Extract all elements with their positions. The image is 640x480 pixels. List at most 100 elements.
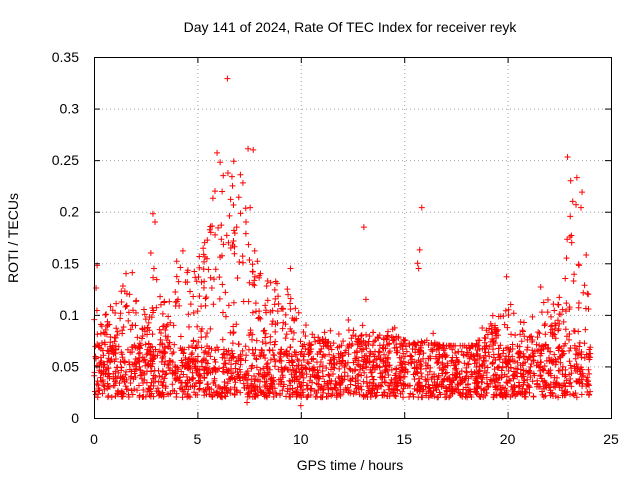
roti-point [434, 360, 441, 367]
roti-point [374, 334, 381, 341]
roti-point [94, 331, 101, 338]
roti-point [107, 334, 114, 341]
roti-point [270, 374, 277, 381]
roti-point [219, 394, 226, 401]
roti-point [370, 329, 377, 336]
roti-point [490, 391, 497, 398]
roti-point [489, 361, 496, 368]
roti-point [161, 361, 168, 368]
roti-point [423, 337, 430, 344]
roti-point [430, 330, 437, 337]
roti-point [306, 377, 313, 384]
roti-point [123, 376, 130, 383]
roti-point [537, 367, 544, 374]
roti-point [252, 300, 259, 307]
roti-point [291, 316, 298, 323]
roti-point [193, 278, 200, 285]
roti-point [263, 393, 270, 400]
roti-point [450, 359, 457, 366]
roti-point [240, 380, 247, 387]
roti-point [96, 344, 103, 351]
roti-point [537, 359, 544, 366]
roti-point [141, 328, 148, 335]
roti-point [125, 317, 132, 324]
roti-point [439, 379, 446, 386]
roti-point [407, 352, 414, 359]
roti-point [578, 391, 585, 398]
roti-point [250, 281, 257, 288]
roti-point [509, 372, 516, 379]
roti-point [524, 346, 531, 353]
roti-point [396, 368, 403, 375]
roti-point [275, 366, 282, 373]
roti-point [363, 331, 370, 338]
roti-point [245, 241, 252, 248]
roti-point [568, 232, 575, 239]
roti-point [566, 347, 573, 354]
roti-point [542, 331, 549, 338]
roti-point [551, 307, 558, 314]
roti-point [244, 393, 251, 400]
roti-point [109, 344, 116, 351]
roti-point [212, 266, 219, 273]
y-tick-label: 0.05 [52, 358, 79, 374]
roti-point [570, 277, 577, 284]
roti-point [507, 377, 514, 384]
roti-point [398, 382, 405, 389]
roti-point [487, 376, 494, 383]
roti-point [182, 279, 189, 286]
roti-point [400, 350, 407, 357]
roti-point [218, 222, 225, 229]
roti-point [372, 393, 379, 400]
roti-point [544, 296, 551, 303]
roti-point [492, 330, 499, 337]
roti-point [515, 383, 522, 390]
roti-point [229, 369, 236, 376]
roti-point [106, 383, 113, 390]
roti-point [237, 361, 244, 368]
roti-point [244, 399, 251, 406]
roti-point [345, 317, 352, 324]
roti-point [410, 339, 417, 346]
roti-point [267, 356, 274, 363]
roti-point [222, 393, 229, 400]
roti-point [369, 386, 376, 393]
x-axis-label: GPS time / hours [297, 457, 404, 473]
roti-point [563, 389, 570, 396]
roti-point [342, 360, 349, 367]
roti-point [120, 323, 127, 330]
roti-point [222, 289, 229, 296]
roti-point [206, 226, 213, 233]
roti-point [217, 159, 224, 166]
roti-point [566, 331, 573, 338]
roti-point [201, 239, 208, 246]
roti-point [194, 391, 201, 398]
roti-point [190, 293, 197, 300]
roti-point [132, 356, 139, 362]
roti-point [164, 391, 171, 398]
roti-point [407, 353, 414, 360]
roti-point [217, 385, 224, 392]
roti-point [262, 334, 269, 341]
x-tick-label: 25 [603, 431, 619, 447]
roti-point [580, 373, 587, 380]
roti-point [369, 373, 376, 380]
roti-point [534, 377, 541, 384]
roti-point [561, 379, 568, 386]
roti-point [206, 345, 213, 352]
roti-point [566, 371, 573, 378]
roti-point [216, 365, 223, 372]
roti-point [173, 376, 180, 383]
roti-point [269, 321, 276, 328]
roti-point [106, 343, 113, 350]
roti-point [162, 326, 169, 333]
roti-point [151, 367, 158, 374]
roti-point [157, 301, 164, 308]
roti-point [184, 364, 191, 371]
roti-point [560, 342, 567, 349]
roti-point [562, 275, 569, 282]
roti-point [204, 360, 211, 367]
roti-point [401, 373, 408, 380]
roti-point [567, 213, 574, 220]
